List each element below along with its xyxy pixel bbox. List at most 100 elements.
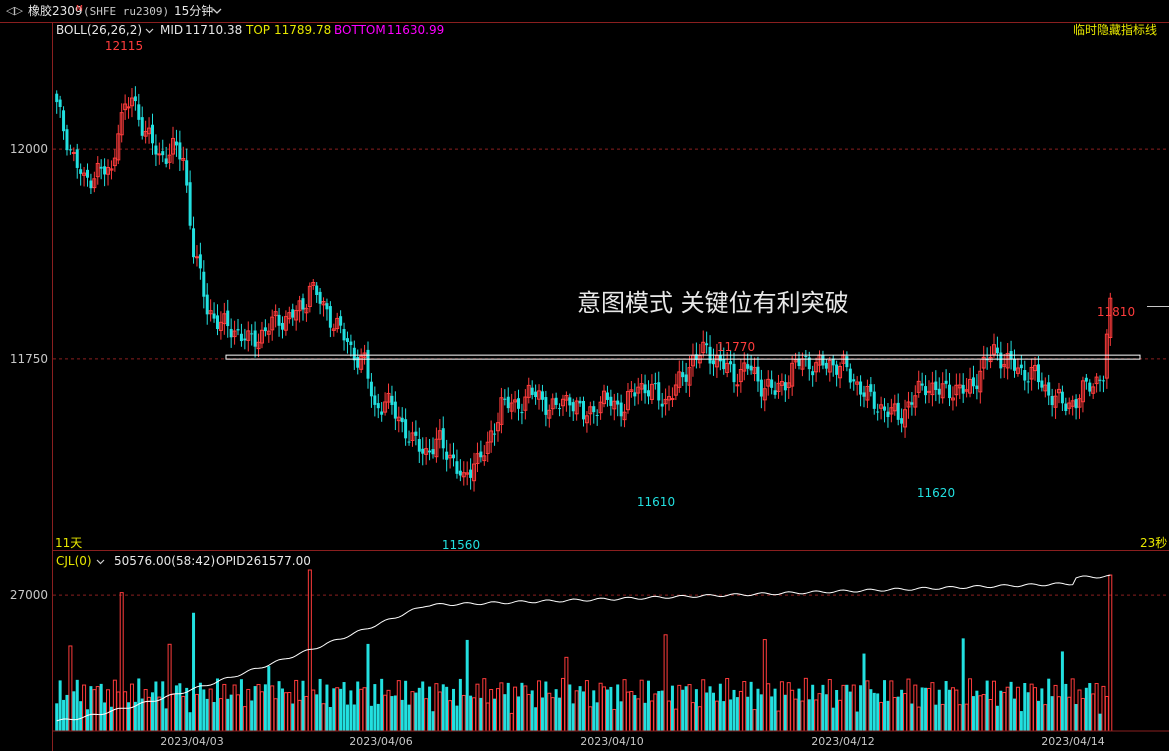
volume-bar bbox=[246, 688, 251, 732]
symbol-name[interactable]: 橡胶2309 bbox=[28, 4, 83, 18]
candle-body bbox=[92, 178, 97, 189]
price-extreme-label: 12115 bbox=[105, 39, 143, 53]
candle-body bbox=[831, 358, 835, 366]
candle-body bbox=[756, 366, 760, 382]
candle-body bbox=[869, 384, 873, 392]
cjl-name[interactable]: CJL(0) bbox=[56, 554, 92, 568]
candle-body bbox=[469, 469, 473, 478]
candle-body bbox=[687, 367, 692, 386]
volume-bar bbox=[851, 684, 856, 732]
boll-bottom-value: 11630.99 bbox=[387, 23, 445, 37]
volume-bar bbox=[766, 683, 771, 732]
candle-body bbox=[253, 330, 257, 347]
volume-bar bbox=[321, 703, 326, 732]
period-selector[interactable]: 15分钟 bbox=[174, 4, 214, 18]
volume-bar bbox=[657, 691, 661, 731]
candle-body bbox=[684, 374, 688, 382]
volume-bar bbox=[872, 692, 876, 731]
volume-bar bbox=[75, 679, 79, 731]
volume-bar bbox=[283, 692, 288, 732]
candle-body bbox=[790, 362, 795, 387]
candle-body bbox=[192, 228, 196, 258]
candle-body bbox=[779, 381, 784, 386]
cjl-volume-value: 50576.00(58:42) bbox=[114, 554, 216, 568]
volume-bar bbox=[147, 696, 152, 732]
candle-body bbox=[349, 341, 353, 346]
volume-bar bbox=[848, 691, 852, 731]
back-forward-icon[interactable]: ◁▷ bbox=[6, 4, 23, 17]
candle-body bbox=[629, 389, 634, 392]
candle-body bbox=[513, 399, 518, 403]
candle-body bbox=[568, 397, 572, 406]
volume-bar bbox=[841, 684, 846, 732]
volume-bar bbox=[738, 690, 743, 732]
volume-bar bbox=[526, 693, 531, 732]
candle-body bbox=[811, 371, 815, 376]
candle-body bbox=[520, 412, 524, 414]
sub-indicator-chevron-icon[interactable] bbox=[96, 559, 105, 565]
candle-body bbox=[376, 403, 380, 409]
candle-body bbox=[1023, 370, 1027, 381]
volume-bar bbox=[985, 680, 989, 731]
indicator-chevron-icon[interactable] bbox=[145, 28, 154, 34]
candle-body bbox=[1080, 380, 1085, 403]
candle-body bbox=[366, 349, 370, 379]
candle-body bbox=[428, 450, 432, 453]
volume-bar bbox=[452, 688, 456, 731]
candle-body bbox=[961, 384, 965, 394]
volume-bar bbox=[1005, 686, 1010, 732]
volume-bar bbox=[584, 680, 589, 732]
volume-bar bbox=[253, 686, 257, 731]
volume-bar bbox=[568, 684, 572, 731]
candle-body bbox=[424, 448, 429, 455]
candle-body bbox=[602, 390, 607, 405]
volume-bar bbox=[975, 690, 979, 731]
volume-bar bbox=[619, 701, 623, 731]
candle-body bbox=[318, 291, 322, 304]
volume-bar bbox=[762, 639, 767, 732]
candle-body bbox=[232, 330, 237, 338]
candle-body bbox=[331, 328, 336, 331]
volume-bar bbox=[103, 702, 107, 731]
candle-body bbox=[944, 380, 948, 384]
candle-body bbox=[540, 391, 544, 400]
volume-bar bbox=[869, 689, 873, 731]
candle-body bbox=[657, 382, 661, 401]
volume-bar bbox=[469, 695, 473, 731]
volume-bar bbox=[506, 682, 510, 731]
candle-body bbox=[212, 313, 216, 319]
volume-bar bbox=[140, 698, 144, 731]
volume-bar bbox=[1070, 678, 1075, 732]
strategy-annotation: 意图模式 关键位有利突破 bbox=[577, 289, 849, 317]
date-tick-label: 2023/04/03 bbox=[160, 735, 223, 748]
volume-bar bbox=[404, 680, 408, 731]
candle-body bbox=[848, 368, 852, 383]
volume-bar bbox=[1053, 684, 1058, 732]
candle-body bbox=[95, 162, 100, 178]
volume-bar bbox=[414, 692, 418, 731]
volume-bar bbox=[616, 684, 620, 731]
candle-body bbox=[1091, 386, 1096, 394]
countdown-seconds: 23秒 bbox=[1140, 536, 1168, 550]
candle-body bbox=[729, 361, 733, 365]
volume-bar bbox=[558, 697, 562, 731]
candle-body bbox=[544, 397, 548, 415]
volume-bar bbox=[889, 680, 894, 732]
candle-body bbox=[441, 428, 445, 449]
boll-name[interactable]: BOLL(26,26,2) bbox=[56, 23, 143, 37]
candle-body bbox=[116, 133, 121, 161]
hide-indicator-link[interactable]: 临时隐藏指标线 bbox=[1073, 23, 1158, 37]
candle-body bbox=[431, 449, 435, 455]
volume-bar bbox=[208, 688, 213, 732]
volume-bar bbox=[194, 693, 199, 732]
volume-bar bbox=[218, 698, 223, 732]
volume-bar bbox=[356, 681, 360, 731]
candle-body bbox=[560, 398, 565, 407]
candle-body bbox=[633, 392, 637, 397]
chevron-down-icon[interactable] bbox=[212, 8, 222, 15]
candle-body bbox=[838, 365, 843, 379]
volume-bar bbox=[759, 694, 763, 731]
volume-bar bbox=[729, 699, 733, 731]
candle-body bbox=[188, 182, 192, 226]
